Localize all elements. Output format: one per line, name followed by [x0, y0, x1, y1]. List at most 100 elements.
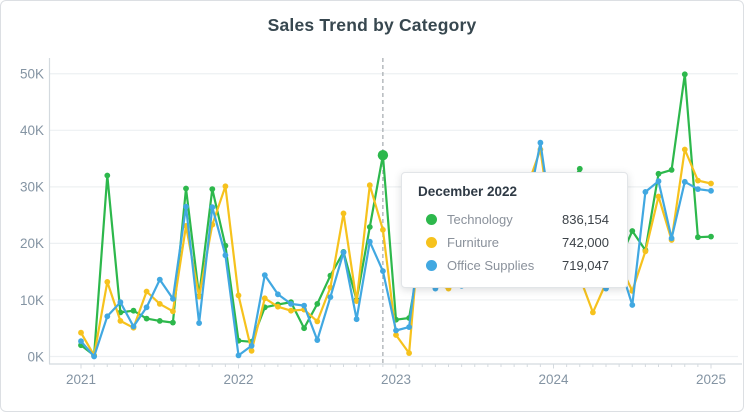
data-point-furniture [222, 183, 229, 190]
svg-text:40K: 40K [20, 123, 44, 138]
data-point-furniture [655, 193, 662, 200]
data-point-office-supplies [406, 324, 412, 330]
data-point-furniture [708, 180, 714, 187]
data-point-technology [681, 71, 688, 78]
data-point-technology [156, 318, 163, 324]
data-point-technology [377, 150, 389, 161]
data-point-office-supplies [261, 272, 268, 278]
data-point-furniture [261, 295, 268, 302]
data-point-furniture [590, 309, 596, 316]
data-point-office-supplies [222, 252, 229, 259]
tooltip-label: Office Supplies [447, 258, 535, 273]
data-point-office-supplies [537, 139, 544, 146]
data-point-furniture [288, 307, 294, 314]
data-point-office-supplies [340, 249, 347, 256]
data-point-furniture [248, 347, 255, 354]
tooltip-row-technology: Technology 836,154 [418, 212, 609, 227]
svg-text:2025: 2025 [696, 372, 726, 387]
furniture-series-dot [426, 237, 437, 248]
data-point-office-supplies [117, 299, 124, 306]
data-point-technology [209, 186, 216, 193]
data-point-office-supplies [209, 204, 216, 211]
data-point-furniture [104, 279, 111, 285]
data-point-furniture [235, 292, 242, 299]
data-point-office-supplies [314, 337, 321, 343]
data-point-technology [183, 185, 189, 192]
data-point-technology [668, 167, 675, 173]
data-point-office-supplies [130, 323, 137, 330]
data-point-technology [695, 234, 701, 241]
data-point-technology [143, 315, 150, 322]
data-point-furniture [681, 146, 688, 153]
data-point-office-supplies [91, 353, 97, 360]
tooltip-row-furniture: Furniture 742,000 [418, 235, 609, 250]
svg-text:2021: 2021 [66, 372, 96, 387]
data-point-office-supplies [248, 342, 255, 349]
tooltip-title: December 2022 [418, 184, 518, 199]
svg-text:50K: 50K [20, 67, 44, 82]
data-point-furniture [353, 298, 360, 304]
data-point-office-supplies [288, 301, 294, 307]
svg-text:20K: 20K [20, 236, 44, 251]
svg-text:10K: 10K [20, 293, 44, 308]
data-point-furniture [695, 177, 701, 184]
tooltip-value: 719,047 [562, 258, 609, 273]
data-point-office-supplies [695, 186, 701, 193]
data-point-furniture [340, 210, 347, 217]
data-point-furniture [393, 332, 399, 338]
data-point-office-supplies [183, 203, 189, 210]
data-point-furniture [156, 301, 163, 307]
tooltip-value: 742,000 [562, 235, 609, 250]
data-point-furniture [406, 350, 412, 356]
data-point-office-supplies [170, 295, 176, 302]
data-point-furniture [78, 329, 84, 336]
data-point-office-supplies [681, 178, 688, 185]
data-point-office-supplies [143, 304, 150, 311]
data-point-technology [170, 319, 176, 326]
data-point-furniture [170, 308, 176, 315]
svg-text:2024: 2024 [538, 372, 569, 387]
svg-text:2022: 2022 [223, 372, 253, 387]
data-point-technology [655, 170, 662, 177]
data-point-office-supplies [235, 352, 242, 359]
data-point-office-supplies [708, 187, 714, 194]
hover-tooltip: December 2022 Technology 836,154 Furnitu… [401, 172, 628, 288]
data-point-office-supplies [668, 235, 675, 242]
data-point-technology [629, 228, 636, 234]
data-point-office-supplies [196, 320, 203, 326]
data-point-technology [314, 301, 321, 307]
svg-text:30K: 30K [20, 180, 44, 195]
tooltip-row-office-supplies: Office Supplies 719,047 [418, 258, 609, 273]
data-point-technology [576, 165, 583, 172]
data-point-office-supplies [642, 189, 649, 195]
tooltip-value: 836,154 [562, 212, 609, 227]
data-point-office-supplies [655, 178, 662, 185]
data-point-technology [301, 325, 307, 332]
data-point-technology [708, 233, 714, 240]
data-point-office-supplies [275, 291, 281, 298]
data-point-office-supplies [353, 316, 360, 323]
office-supplies-series-dot [426, 260, 437, 271]
data-point-furniture [366, 182, 373, 189]
data-point-office-supplies [629, 302, 636, 308]
data-point-office-supplies [366, 238, 373, 245]
data-point-furniture [380, 226, 386, 233]
data-point-technology [366, 224, 373, 230]
data-point-office-supplies [380, 268, 386, 274]
data-point-furniture [275, 303, 281, 310]
technology-series-dot [426, 214, 437, 225]
data-point-furniture [196, 293, 203, 300]
data-point-technology [130, 307, 137, 314]
data-point-office-supplies [104, 313, 111, 320]
y-grid-and-labels: 0K 10K 20K 30K 40K 50K [20, 67, 738, 364]
svg-text:0K: 0K [27, 349, 44, 364]
x-axis-labels: 2021 2022 2023 2024 2025 [66, 372, 726, 387]
data-point-office-supplies [301, 302, 307, 309]
data-point-office-supplies [156, 276, 163, 283]
axes [48, 58, 742, 369]
data-point-technology [104, 172, 111, 179]
data-point-furniture [642, 248, 649, 255]
data-point-furniture [314, 318, 321, 325]
